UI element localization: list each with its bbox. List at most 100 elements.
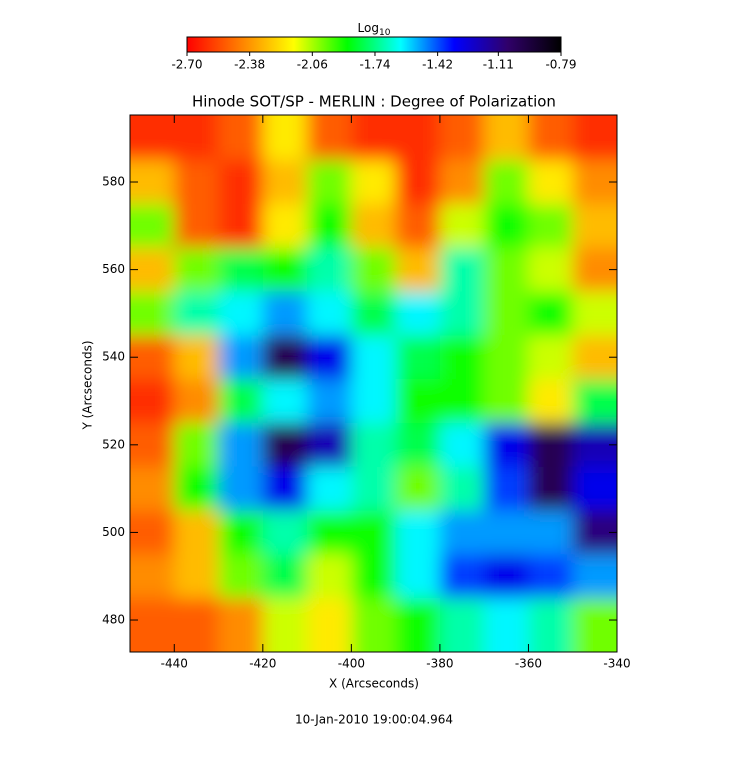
heatmap-cell bbox=[484, 247, 529, 293]
colorbar-label: Log10 bbox=[358, 21, 391, 38]
heatmap-cell bbox=[174, 203, 220, 249]
heatmap-cell bbox=[218, 554, 264, 599]
heatmap-cell bbox=[484, 422, 529, 468]
heatmap-cell bbox=[218, 510, 264, 555]
heatmap-cell bbox=[351, 422, 397, 468]
heatmap-cell bbox=[528, 379, 574, 424]
heatmap-cell bbox=[395, 247, 441, 293]
heatmap-cell bbox=[218, 598, 264, 652]
heatmap-cell bbox=[130, 379, 175, 424]
colorbar-label-sub: 10 bbox=[379, 28, 391, 38]
heatmap-cell bbox=[174, 379, 220, 424]
heatmap-cell bbox=[395, 598, 441, 652]
heatmap-cell bbox=[528, 115, 574, 161]
heatmap-cell bbox=[351, 160, 397, 205]
heatmap-cell bbox=[439, 554, 485, 599]
heatmap-cell bbox=[307, 291, 352, 336]
heatmap-cell bbox=[351, 291, 397, 336]
y-tick-label: 560 bbox=[102, 262, 125, 276]
heatmap-cell bbox=[351, 203, 397, 249]
heatmap-cell bbox=[218, 160, 264, 205]
heatmap-cell bbox=[395, 335, 441, 380]
heatmap-cell bbox=[307, 422, 352, 468]
x-tick-label: -360 bbox=[515, 657, 542, 671]
colorbar-tick-label: -2.70 bbox=[171, 58, 202, 72]
heatmap-cell bbox=[307, 335, 352, 380]
colorbar-tick-label: -0.79 bbox=[545, 58, 576, 72]
colorbar bbox=[186, 36, 562, 53]
heatmap-cell bbox=[484, 554, 529, 599]
heatmap-cell bbox=[528, 598, 574, 652]
heatmap bbox=[130, 115, 617, 652]
heatmap-cell bbox=[484, 335, 529, 380]
heatmap-cell bbox=[528, 554, 574, 599]
heatmap-cell bbox=[351, 335, 397, 380]
heatmap-cell bbox=[218, 247, 264, 293]
y-tick-label: 540 bbox=[102, 350, 125, 364]
heatmap-cell bbox=[351, 554, 397, 599]
heatmap-cell bbox=[262, 203, 308, 249]
heatmap-cell bbox=[528, 510, 574, 555]
colorbar-tick-label: -1.74 bbox=[359, 58, 390, 72]
heatmap-cell bbox=[395, 203, 441, 249]
y-tick-label: 500 bbox=[102, 525, 125, 539]
heatmap-cell bbox=[262, 554, 308, 599]
heatmap-cell bbox=[484, 291, 529, 336]
colorbar-tick-label: -2.38 bbox=[234, 58, 265, 72]
heatmap-cell bbox=[307, 510, 352, 555]
heatmap-cell bbox=[174, 115, 220, 161]
heatmap-cell bbox=[174, 247, 220, 293]
heatmap-cell bbox=[439, 115, 485, 161]
heatmap-cell bbox=[484, 115, 529, 161]
heatmap-cell bbox=[572, 203, 617, 249]
heatmap-cell bbox=[307, 203, 352, 249]
y-tick-label: 520 bbox=[102, 437, 125, 451]
colorbar-tick-label: -1.42 bbox=[422, 58, 453, 72]
heatmap-cell bbox=[262, 598, 308, 652]
heatmap-cell bbox=[528, 247, 574, 293]
heatmap-cell bbox=[484, 598, 529, 652]
heatmap-cell bbox=[484, 510, 529, 555]
heatmap-cell bbox=[439, 291, 485, 336]
heatmap-cell bbox=[528, 466, 574, 512]
heatmap-cell bbox=[484, 160, 529, 205]
heatmap-cell bbox=[174, 510, 220, 555]
heatmap-cell bbox=[528, 335, 574, 380]
heatmap-cell bbox=[307, 247, 352, 293]
heatmap-cell bbox=[351, 115, 397, 161]
heatmap-cell bbox=[262, 379, 308, 424]
heatmap-cell bbox=[218, 335, 264, 380]
heatmap-cell bbox=[262, 466, 308, 512]
heatmap-cell bbox=[395, 510, 441, 555]
heatmap-cell bbox=[572, 115, 617, 161]
heatmap-cell bbox=[439, 598, 485, 652]
heatmap-cell bbox=[439, 335, 485, 380]
heatmap-cell bbox=[218, 203, 264, 249]
chart-title: Hinode SOT/SP - MERLIN : Degree of Polar… bbox=[192, 93, 556, 111]
heatmap-cell bbox=[572, 291, 617, 336]
x-tick-label: -400 bbox=[338, 657, 365, 671]
heatmap-cell bbox=[262, 160, 308, 205]
heatmap-cell bbox=[218, 379, 264, 424]
heatmap-cell bbox=[174, 291, 220, 336]
heatmap-cell bbox=[572, 554, 617, 599]
x-tick-label: -420 bbox=[249, 657, 276, 671]
heatmap-cell bbox=[351, 466, 397, 512]
heatmap-cell bbox=[484, 203, 529, 249]
heatmap-cell bbox=[395, 422, 441, 468]
heatmap-cell bbox=[218, 466, 264, 512]
heatmap-cell bbox=[262, 510, 308, 555]
heatmap-cell bbox=[395, 466, 441, 512]
heatmap-cell bbox=[174, 598, 220, 652]
heatmap-cell bbox=[130, 466, 175, 512]
colorbar-tick-label: -1.11 bbox=[483, 58, 514, 72]
heatmap-cell bbox=[307, 554, 352, 599]
x-axis-label: X (Arcseconds) bbox=[329, 677, 419, 691]
heatmap-cell bbox=[130, 115, 175, 161]
heatmap-cell bbox=[439, 422, 485, 468]
heatmap-cell bbox=[351, 247, 397, 293]
heatmap-cell bbox=[174, 466, 220, 512]
heatmap-cell bbox=[218, 291, 264, 336]
heatmap-cell bbox=[484, 466, 529, 512]
